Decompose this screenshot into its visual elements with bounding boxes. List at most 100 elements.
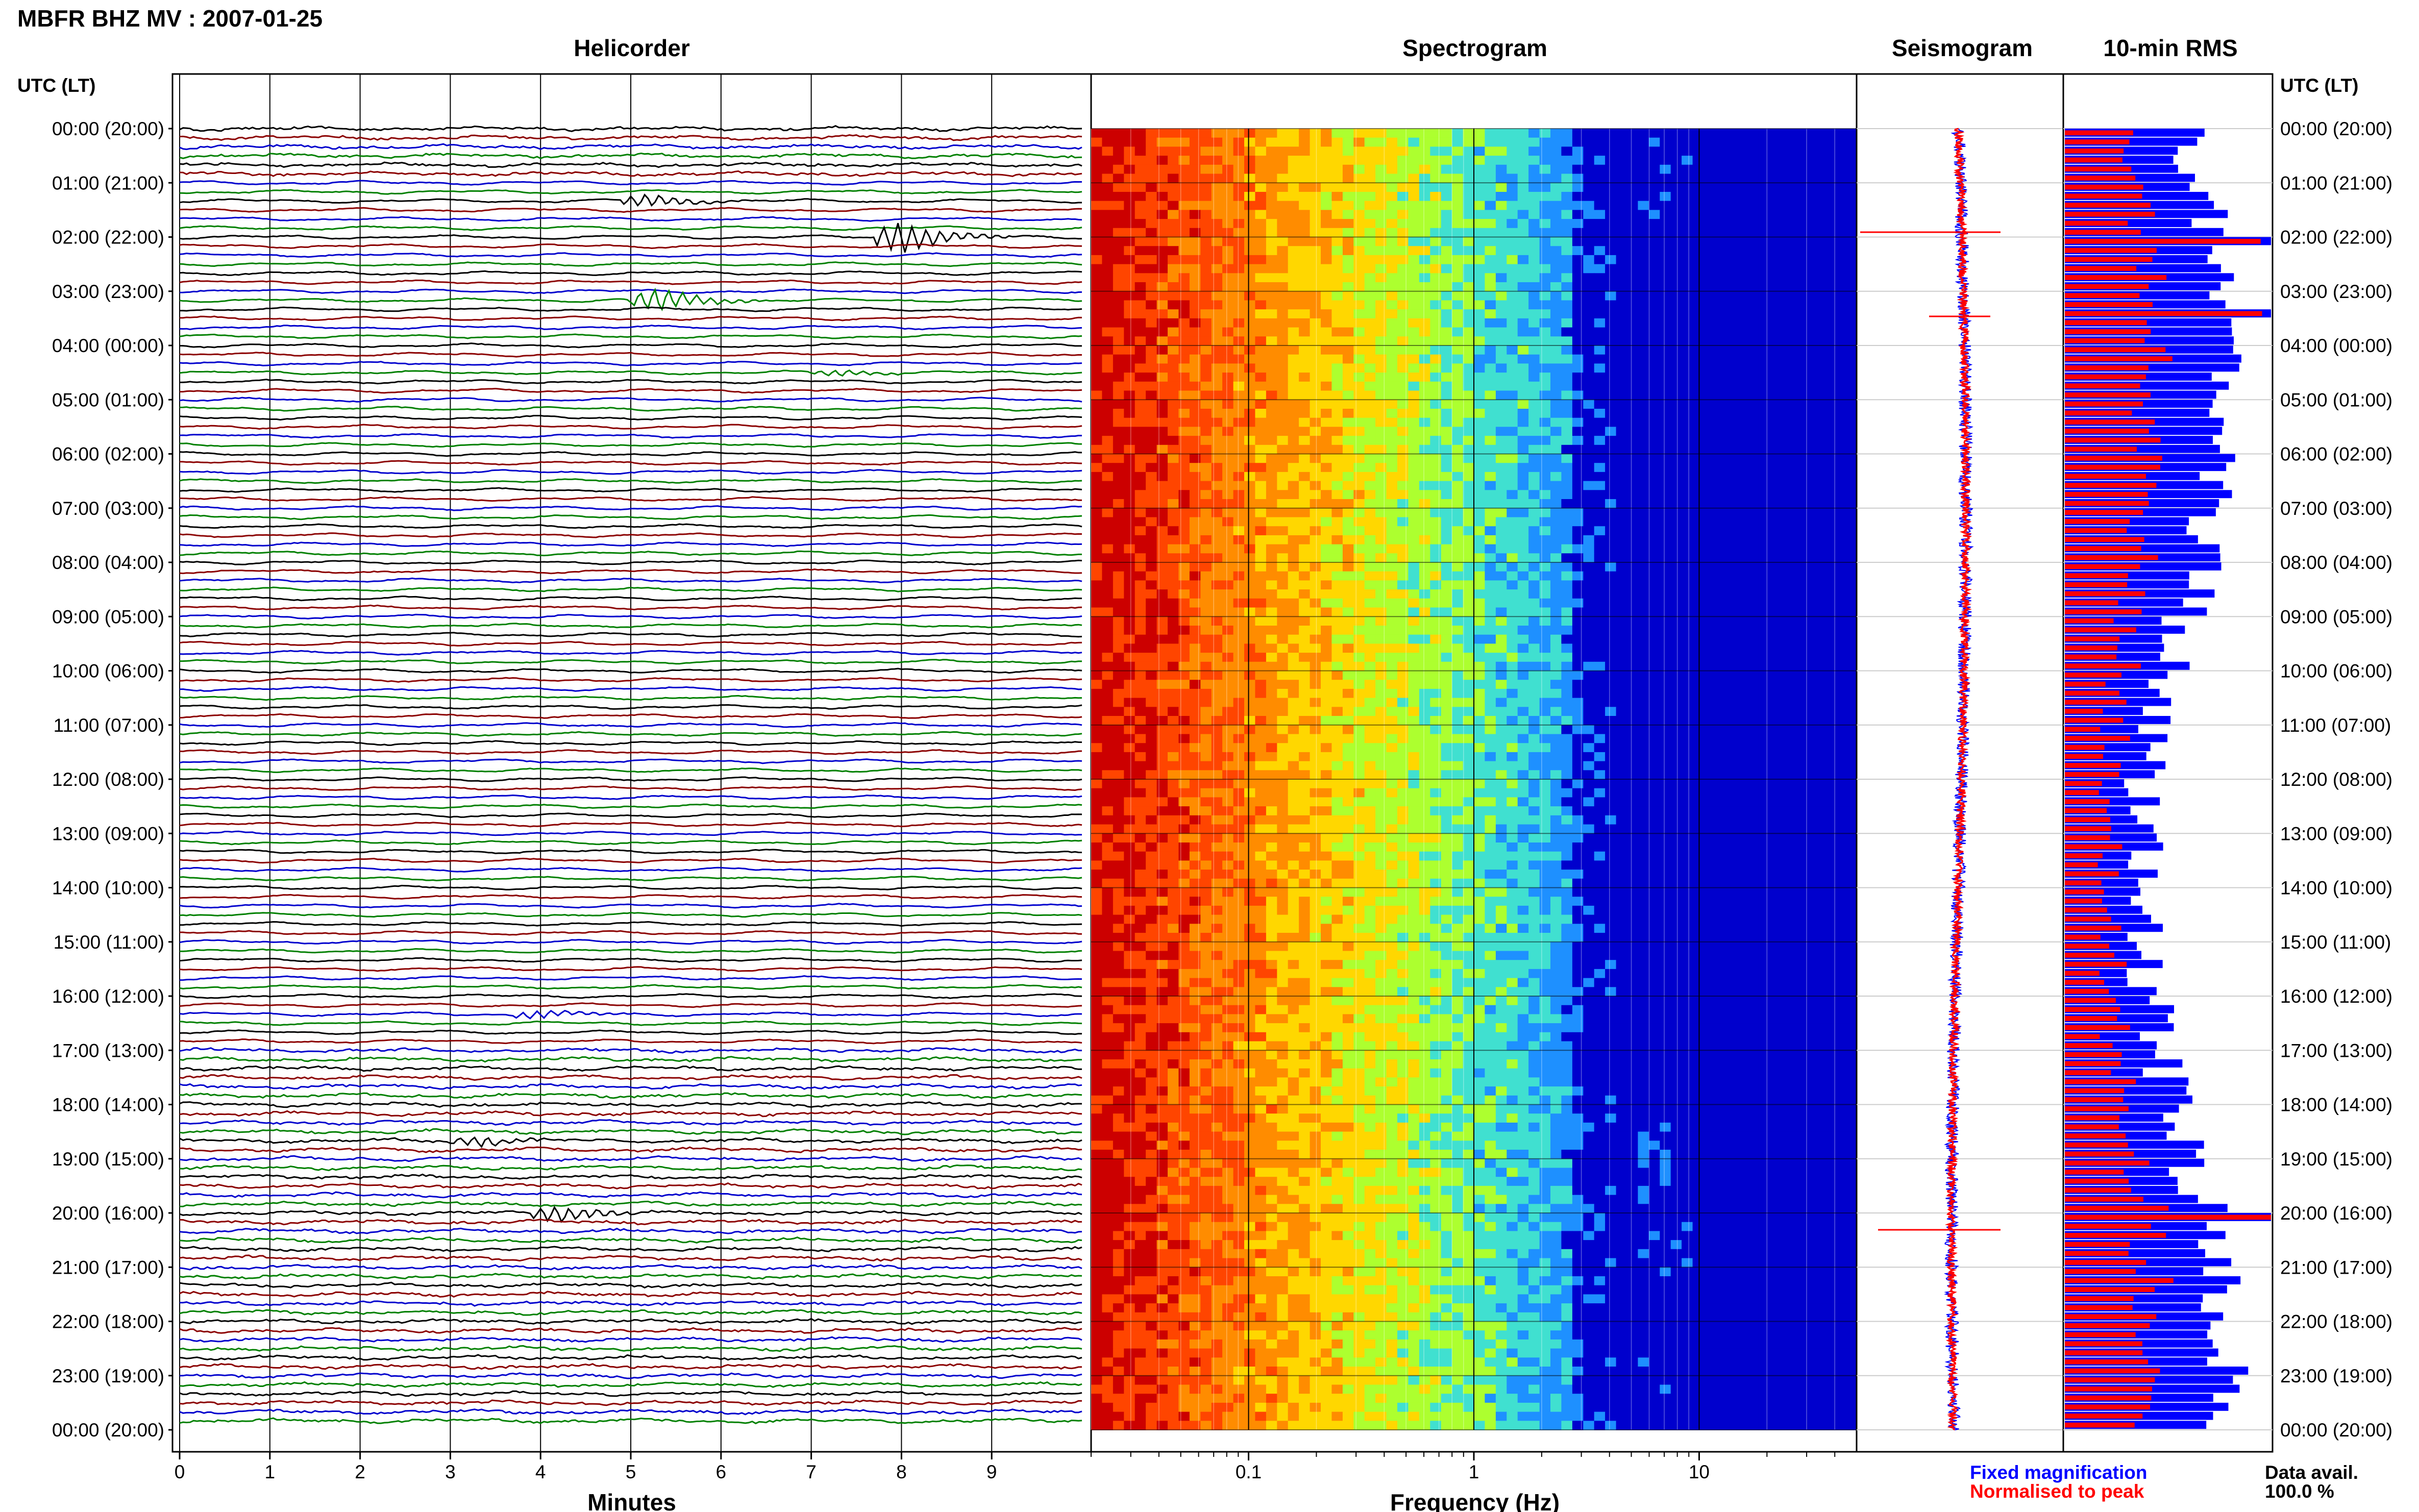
- spectrogram-cell: [1638, 607, 1649, 617]
- spectrogram-cell: [1845, 562, 1857, 572]
- spectrogram-cell: [1310, 463, 1321, 473]
- helicorder-trace: [179, 1038, 1082, 1045]
- spectrogram-cell: [1124, 626, 1136, 635]
- spectrogram-cell: [1331, 264, 1343, 274]
- spectrogram-cell: [1823, 553, 1835, 563]
- spectrogram-cell: [1704, 183, 1715, 192]
- helicorder-trace: [179, 442, 1082, 448]
- spectrogram-cell: [1670, 454, 1682, 463]
- spectrogram-cell: [1211, 463, 1223, 473]
- helicorder-trace: [179, 469, 1082, 475]
- spectrogram-cell: [1747, 409, 1759, 418]
- spectrogram-cell: [1102, 472, 1114, 482]
- spectrogram-cell: [1124, 282, 1136, 292]
- spectrogram-cell: [1594, 201, 1606, 210]
- helicorder-trace: [179, 1146, 1082, 1153]
- spectrogram-cell: [1386, 463, 1398, 473]
- spectrogram-cell: [1168, 463, 1179, 473]
- spectrogram-cell: [1353, 589, 1365, 599]
- spectrogram-cell: [1648, 255, 1660, 265]
- spectrogram-cell: [1648, 164, 1660, 175]
- helicorder-grid: [179, 74, 993, 1452]
- spectrogram-cell: [1813, 653, 1824, 662]
- spectrogram-cell: [1561, 327, 1573, 337]
- spectrogram-cell: [1594, 255, 1606, 265]
- spectrogram-cell: [1517, 219, 1529, 229]
- spectrogram-cell: [1704, 463, 1715, 473]
- spectrogram-cell: [1299, 454, 1311, 463]
- spectrogram-cell: [1288, 400, 1299, 409]
- spectrogram-cell: [1769, 688, 1781, 699]
- spectrogram-cell: [1156, 653, 1168, 662]
- spectrogram-cell: [1605, 463, 1617, 473]
- spectrogram-cell: [1605, 580, 1617, 590]
- spectrogram-cell: [1736, 616, 1748, 626]
- spectrogram-cell: [1408, 210, 1420, 219]
- spectrogram-title: Spectrogram: [1402, 35, 1547, 61]
- spectrogram-cell: [1255, 427, 1267, 436]
- spectrogram-cell: [1233, 381, 1245, 391]
- spectrogram-cell: [1124, 436, 1136, 445]
- spectrogram-cell: [1233, 526, 1245, 536]
- spectrogram-cell: [1616, 381, 1627, 391]
- spectrogram-cell: [1408, 671, 1420, 680]
- spectrogram-cell: [1507, 463, 1518, 473]
- spectrogram-cell: [1255, 345, 1267, 355]
- spectrogram-cell: [1222, 698, 1234, 707]
- spectrogram-cell: [1791, 481, 1803, 490]
- spectrogram-cell: [1780, 291, 1791, 301]
- spectrogram-cell: [1572, 598, 1584, 608]
- spectrogram-cell: [1736, 436, 1748, 445]
- spectrogram-cell: [1627, 291, 1638, 301]
- spectrogram-cell: [1627, 616, 1638, 626]
- spectrogram-cell: [1134, 156, 1146, 165]
- spectrogram-cell: [1845, 463, 1857, 473]
- spectrogram-cell: [1791, 282, 1803, 292]
- spectrogram-cell: [1660, 409, 1671, 418]
- spectrogram-cell: [1769, 173, 1781, 183]
- spectrogram-cell: [1594, 156, 1606, 165]
- spectrogram-cell: [1638, 228, 1649, 238]
- spectrogram-cell: [1353, 517, 1365, 527]
- spectrogram-cell: [1310, 237, 1321, 246]
- spectrogram-cell: [1507, 607, 1518, 617]
- spectrogram-cell: [1168, 454, 1179, 463]
- spectrogram-cell: [1353, 707, 1365, 716]
- spectrogram-cell: [1747, 381, 1759, 391]
- spectrogram-cell: [1835, 156, 1846, 165]
- spectrogram-cell: [1714, 400, 1726, 409]
- helicorder-trace: [179, 496, 1082, 502]
- spectrogram-cell: [1233, 580, 1245, 590]
- spectrogram-cell: [1430, 173, 1442, 183]
- spectrogram-cell: [1485, 526, 1496, 536]
- spectrogram-cell: [1419, 219, 1430, 229]
- spectrogram-cell: [1616, 454, 1627, 463]
- spectrogram-cell: [1342, 409, 1354, 418]
- spectrogram-cell: [1495, 743, 1507, 753]
- spectrogram-cell: [1517, 535, 1529, 545]
- spectrogram-cell: [1714, 562, 1726, 572]
- spectrogram-cell: [1277, 454, 1289, 463]
- spectrogram-cell: [1550, 129, 1562, 138]
- spectrogram-cell: [1572, 381, 1584, 391]
- spectrogram-cell: [1823, 472, 1835, 482]
- spectrogram-cell: [1134, 607, 1146, 617]
- spectrogram-cell: [1572, 309, 1584, 319]
- spectrogram-cell: [1769, 643, 1781, 653]
- spectrogram-cell: [1528, 517, 1540, 527]
- spectrogram-cell: [1134, 643, 1146, 653]
- spectrogram-cell: [1277, 345, 1289, 355]
- spectrogram-cell: [1594, 472, 1606, 482]
- spectrogram-cell: [1091, 499, 1102, 509]
- spectrogram-cell: [1277, 707, 1289, 716]
- spectrogram-cell: [1550, 481, 1562, 490]
- spectrogram-cell: [1441, 228, 1452, 238]
- spectrogram-cell: [1539, 517, 1551, 527]
- spectrogram-cell: [1441, 481, 1452, 490]
- spectrogram-cell: [1222, 183, 1234, 192]
- spectrogram-cell: [1801, 146, 1813, 156]
- spectrogram-cell: [1331, 273, 1343, 283]
- spectrogram-cell: [1277, 400, 1289, 409]
- spectrogram-cell: [1758, 553, 1770, 563]
- spectrogram-cell: [1200, 688, 1212, 699]
